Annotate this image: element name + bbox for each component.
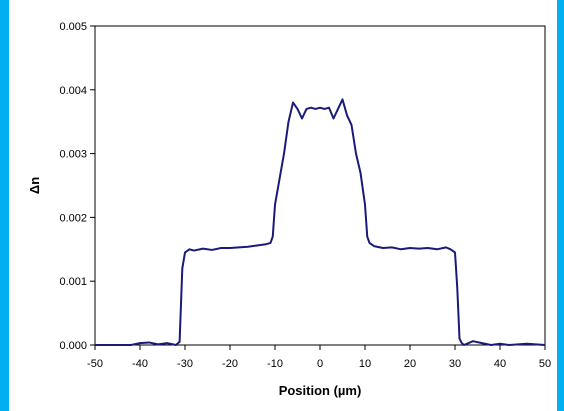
y-tick-label: 0.003	[59, 149, 87, 161]
y-tick-label: 0.005	[59, 21, 87, 33]
x-tick-label: -30	[177, 358, 193, 370]
y-axis-title: Δn	[27, 177, 42, 194]
y-tick-label: 0.000	[59, 340, 87, 352]
x-tick-label: 10	[359, 358, 371, 370]
x-tick-label: 50	[539, 358, 551, 370]
x-tick-label: -10	[267, 358, 283, 370]
x-tick-label: 0	[317, 358, 323, 370]
x-tick-label: 30	[449, 358, 461, 370]
plot-area	[94, 25, 546, 346]
y-tick-label: 0.004	[59, 85, 87, 97]
chart-frame: 0.000 0.001 0.002 0.003 0.004 0.005 -50 -40 -30…	[9, 0, 557, 411]
x-axis-title: Position (µm)	[279, 383, 362, 398]
x-tick-label: -40	[132, 358, 148, 370]
x-tick-label: 20	[404, 358, 416, 370]
x-tick-label: 40	[494, 358, 506, 370]
y-tick-label: 0.001	[59, 276, 87, 288]
line-chart: 0.000 0.001 0.002 0.003 0.004 0.005 -50 -40 -30…	[27, 21, 551, 398]
x-tick-label: -50	[87, 358, 103, 370]
plot-border	[94, 25, 546, 346]
series-line	[95, 98, 546, 346]
x-tick-label: -20	[222, 358, 238, 370]
x-axis: -50 -40 -30 -20 -10 0 10 20 30 40 50	[87, 345, 551, 370]
y-tick-label: 0.002	[59, 212, 87, 224]
y-axis: 0.000 0.001 0.002 0.003 0.004 0.005	[59, 21, 95, 352]
